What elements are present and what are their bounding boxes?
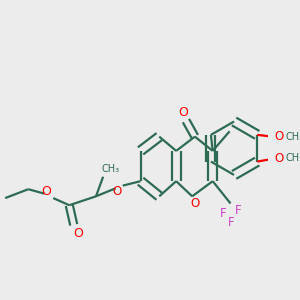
Text: O: O bbox=[275, 130, 284, 143]
Text: CH₃: CH₃ bbox=[101, 164, 119, 174]
Text: O: O bbox=[190, 197, 200, 210]
Text: CH₃: CH₃ bbox=[286, 132, 300, 142]
Text: CH₃: CH₃ bbox=[286, 153, 300, 163]
Text: O: O bbox=[41, 185, 51, 198]
Text: F: F bbox=[235, 204, 242, 217]
Text: O: O bbox=[73, 227, 83, 240]
Text: O: O bbox=[113, 185, 122, 198]
Text: O: O bbox=[275, 152, 284, 164]
Text: F: F bbox=[228, 216, 235, 229]
Text: O: O bbox=[178, 106, 188, 119]
Text: F: F bbox=[220, 207, 227, 220]
